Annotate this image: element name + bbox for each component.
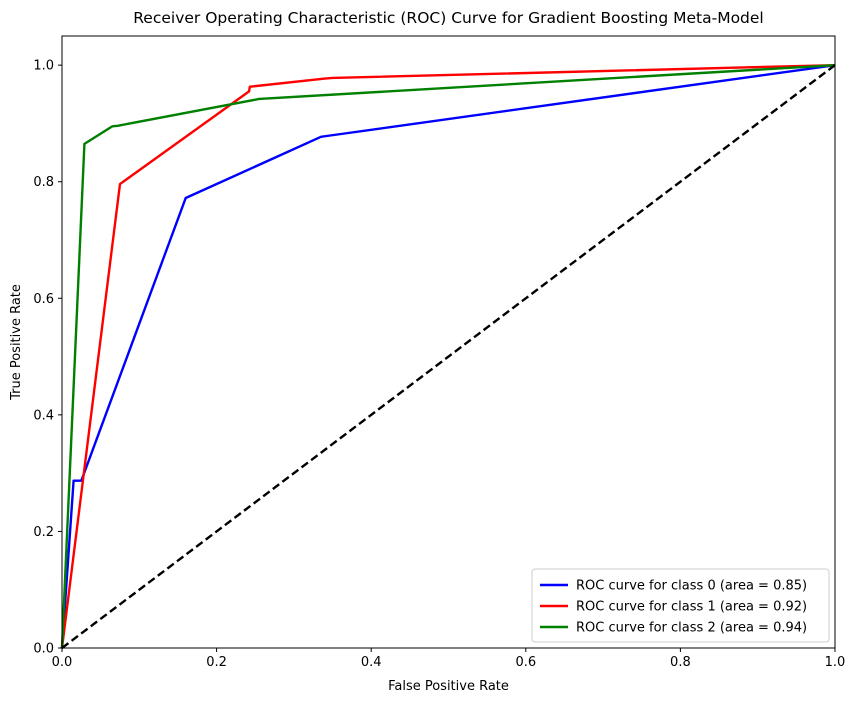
- y-tick-label: 0.8: [33, 175, 54, 190]
- legend-entry-label: ROC curve for class 0 (area = 0.85): [576, 579, 807, 594]
- x-tick-label: 0.0: [52, 655, 73, 670]
- legend-box: [531, 568, 830, 643]
- roc-curve-class-1: [60, 63, 836, 649]
- y-tick-label: 0.2: [33, 525, 54, 540]
- plot-frame: [61, 35, 836, 649]
- x-tick-label: 1.0: [825, 655, 846, 670]
- x-axis-label: False Positive Rate: [388, 679, 509, 694]
- y-tick-label: 0.0: [33, 642, 54, 657]
- y-tick-label: 0.4: [33, 408, 54, 423]
- roc-curve-class-0: [60, 63, 836, 649]
- x-tick-label: 0.8: [670, 655, 691, 670]
- y-tick-label: 1.0: [33, 59, 54, 74]
- legend: ROC curve for class 0 (area = 0.85) ROC c…: [531, 568, 830, 643]
- chance-diagonal-line: [61, 64, 836, 649]
- axis-ticks: 0.0 0.2 0.4 0.6 0.8 1.0 0.0 0.2 0.4 0.6 0.8 1.0: [33, 59, 845, 670]
- roc-curves: [60, 63, 836, 649]
- y-axis-label: True Positive Rate: [9, 284, 24, 401]
- legend-entry-label: ROC curve for class 2 (area = 0.94): [576, 621, 807, 636]
- roc-curve-class-2: [60, 63, 836, 649]
- x-tick-label: 0.4: [361, 655, 382, 670]
- chart-title: Receiver Operating Characteristic (ROC) …: [133, 9, 764, 27]
- legend-entry-label: ROC curve for class 1 (area = 0.92): [576, 600, 807, 615]
- y-tick-label: 0.6: [33, 292, 54, 307]
- x-tick-label: 0.2: [206, 655, 227, 670]
- x-tick-label: 0.6: [515, 655, 536, 670]
